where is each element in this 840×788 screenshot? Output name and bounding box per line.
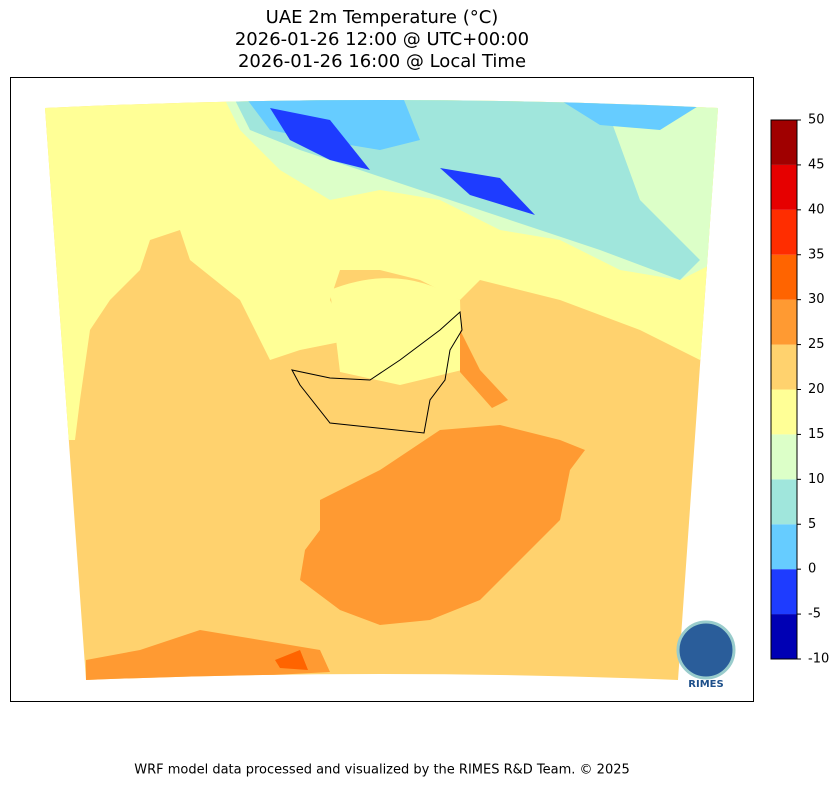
colorbar-bin	[771, 209, 797, 255]
temp-field	[460, 330, 508, 408]
colorbar-bin	[771, 254, 797, 300]
colorbar-tick-label: 30	[808, 292, 825, 307]
temp-field	[300, 425, 585, 625]
temp-field	[275, 650, 308, 670]
colorbar-bin	[771, 344, 797, 390]
colorbar-tick-label: 20	[808, 382, 825, 397]
colorbar: -10 -5 0 5 10 15 20 25 30 35 40 45 50	[770, 113, 829, 667]
colorbar-tick-label: 50	[808, 113, 825, 128]
colorbar-tick-label: 40	[808, 202, 825, 217]
temp-field	[560, 100, 700, 130]
colorbar-tick-label: 15	[808, 427, 825, 442]
title-line: UAE 2m Temperature (°C)	[266, 7, 499, 28]
temp-field	[440, 168, 535, 215]
colorbar-tick-label: 45	[808, 157, 825, 172]
temp-field	[330, 278, 462, 385]
colorbar-bin	[771, 524, 797, 570]
logo: RIMES	[676, 620, 736, 690]
map	[45, 100, 718, 680]
uae-border	[291, 310, 463, 434]
colorbar-tick-label: 25	[808, 337, 825, 352]
colorbar-tick-label: 10	[808, 472, 825, 487]
colorbar-bin	[771, 389, 797, 435]
temp-field	[270, 108, 370, 170]
colorbar-tick-label: 35	[808, 247, 825, 262]
colorbar-tick-label: 5	[808, 517, 816, 532]
colorbar-bin	[771, 299, 797, 345]
colorbar-tick-label: -10	[808, 652, 829, 667]
title-line: 2026-01-26 16:00 @ Local Time	[238, 51, 526, 72]
colorbar-bin	[771, 479, 797, 525]
colorbar-bin	[771, 434, 797, 480]
colorbar-bin	[771, 164, 797, 210]
colorbar-bin	[771, 120, 797, 165]
colorbar-tick-label: 0	[808, 562, 816, 577]
colorbar-bin	[771, 569, 797, 615]
logo-text: RIMES	[688, 679, 723, 690]
footer: WRF model data processed and visualized …	[134, 763, 630, 778]
title-line: 2026-01-26 12:00 @ UTC+00:00	[235, 29, 529, 50]
colorbar-tick-label: -5	[808, 607, 821, 622]
logo-circle	[676, 620, 736, 680]
map-frame	[10, 77, 754, 702]
colorbar-bin	[771, 614, 797, 659]
temp-field	[86, 630, 330, 680]
